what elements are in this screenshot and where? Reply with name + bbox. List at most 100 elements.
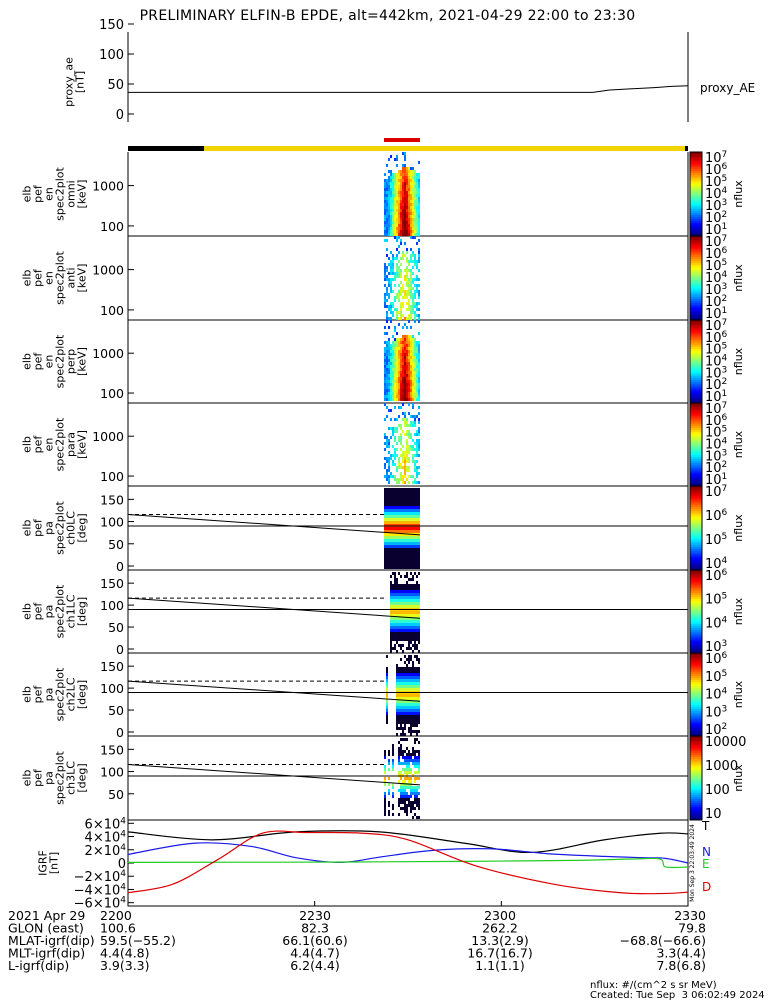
omni-cell (394, 212, 396, 215)
ch0-cell (398, 548, 400, 551)
perp-cell (404, 398, 406, 401)
ch0-cell (386, 563, 388, 566)
anti-cell (394, 284, 396, 287)
ch3-colorbar-cell (690, 740, 702, 743)
ch0-cell (404, 509, 406, 512)
ch0-cell (390, 500, 392, 503)
perp-cell (394, 341, 396, 344)
omni-cell (396, 212, 398, 215)
ch3-cell (412, 759, 414, 762)
perp-cell (408, 374, 410, 377)
perp-cell (396, 368, 398, 371)
ch0-cell (406, 554, 408, 557)
para-colorbar-cell (690, 448, 702, 452)
ch0-cell (388, 509, 390, 512)
perp-cell (406, 365, 408, 368)
anti-cell (406, 269, 408, 272)
ch1-cell (394, 599, 396, 602)
ephemeris-row-label: MLAT-igrf(dip) (8, 933, 95, 948)
ch1-cell (408, 635, 410, 638)
ch1-cell (402, 599, 404, 602)
ch1-cell (418, 599, 420, 602)
ch1-ytick-label: 150 (100, 576, 124, 591)
para-cell (406, 445, 408, 448)
perp-cell (404, 338, 406, 341)
ch3-colorbar-cell (690, 736, 702, 739)
ch1-cell (390, 587, 392, 590)
ch3-cell (406, 795, 408, 798)
omni-cell (402, 215, 404, 218)
perp-cell (386, 365, 388, 368)
omni-cell (404, 209, 406, 212)
anti-cell (406, 278, 408, 281)
perp-cell (392, 386, 394, 389)
para-cell (412, 421, 414, 424)
anti-cell (388, 281, 390, 284)
para-cell (414, 460, 416, 463)
para-ytick-label: 1000 (92, 429, 124, 444)
ch0-cell (416, 530, 418, 533)
ch3-cell (398, 759, 400, 762)
ch3-cell (404, 804, 406, 807)
perp-cell (406, 347, 408, 350)
ch2-cell (404, 679, 406, 682)
para-cell (392, 454, 394, 457)
ch0-cell (396, 515, 398, 518)
panel-igrf: 6×1044×1042×1040−2×104−4×104−6×104TNEDMo… (37, 816, 712, 911)
perp-cell (412, 398, 414, 401)
anti-cell (390, 305, 392, 308)
para-cell (410, 475, 412, 478)
para-colorbar-cell (690, 469, 702, 472)
perp-cell (390, 398, 392, 401)
ch2-cell (406, 700, 408, 703)
para-cell (388, 445, 390, 448)
ch2-cell (418, 673, 420, 676)
ch3-cell (414, 762, 416, 765)
omni-cell (392, 173, 394, 176)
ch0-cell (396, 497, 398, 500)
anti-cell (418, 296, 420, 299)
ch1-colorbar-tick: 105 (705, 592, 727, 608)
perp-cell (404, 359, 406, 362)
ch0-cell (418, 539, 420, 542)
ch3-cell (402, 750, 404, 753)
ch1-cell (390, 626, 392, 629)
ch1-cell (400, 605, 402, 608)
anti-cell (410, 254, 412, 257)
ch2-cell (396, 700, 398, 703)
perp-colorbar-cell (690, 351, 702, 354)
perp-colorbar-cell (690, 386, 702, 389)
ch1-cell (416, 596, 418, 599)
ch2-cell (418, 730, 420, 733)
ch2-cell (410, 694, 412, 697)
ch3-cell (400, 747, 402, 750)
anti-cell (392, 278, 394, 281)
ch1-cell (418, 632, 420, 635)
ch0-cell (384, 509, 386, 512)
omni-cell (402, 203, 404, 206)
ch0-cell (400, 494, 402, 497)
omni-cell (396, 227, 398, 230)
perp-cell (408, 386, 410, 389)
para-cell (392, 445, 394, 448)
ch2-cell (404, 709, 406, 712)
ch0-cell (394, 530, 396, 533)
ch0-cell (412, 560, 414, 563)
ch3-cell (398, 771, 400, 774)
ch1-cell (416, 587, 418, 590)
para-cell (404, 433, 406, 436)
ch0-cell (388, 563, 390, 566)
omni-colorbar-cell (690, 158, 702, 161)
omni-cell (406, 182, 408, 185)
omni-cell (390, 197, 392, 200)
ch3-cell (384, 795, 386, 798)
omni-cell (400, 191, 402, 194)
ch1-colorbar-cell (690, 623, 702, 627)
omni-cell (410, 176, 412, 179)
para-colorbar-tick: 105 (705, 425, 727, 441)
anti-cell (390, 308, 392, 311)
perp-cell (408, 344, 410, 347)
ch1-colorbar-cell (690, 576, 702, 579)
anti-cell (396, 317, 398, 320)
ch0-colorbar-cell (690, 532, 702, 535)
